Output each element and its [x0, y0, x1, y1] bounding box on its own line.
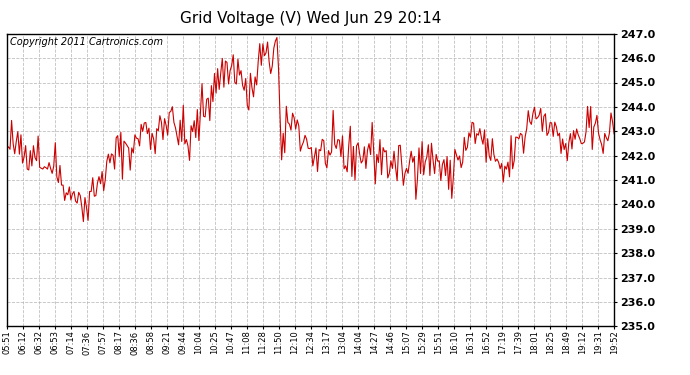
Text: Copyright 2011 Cartronics.com: Copyright 2011 Cartronics.com	[10, 37, 163, 46]
Text: Grid Voltage (V) Wed Jun 29 20:14: Grid Voltage (V) Wed Jun 29 20:14	[180, 11, 441, 26]
